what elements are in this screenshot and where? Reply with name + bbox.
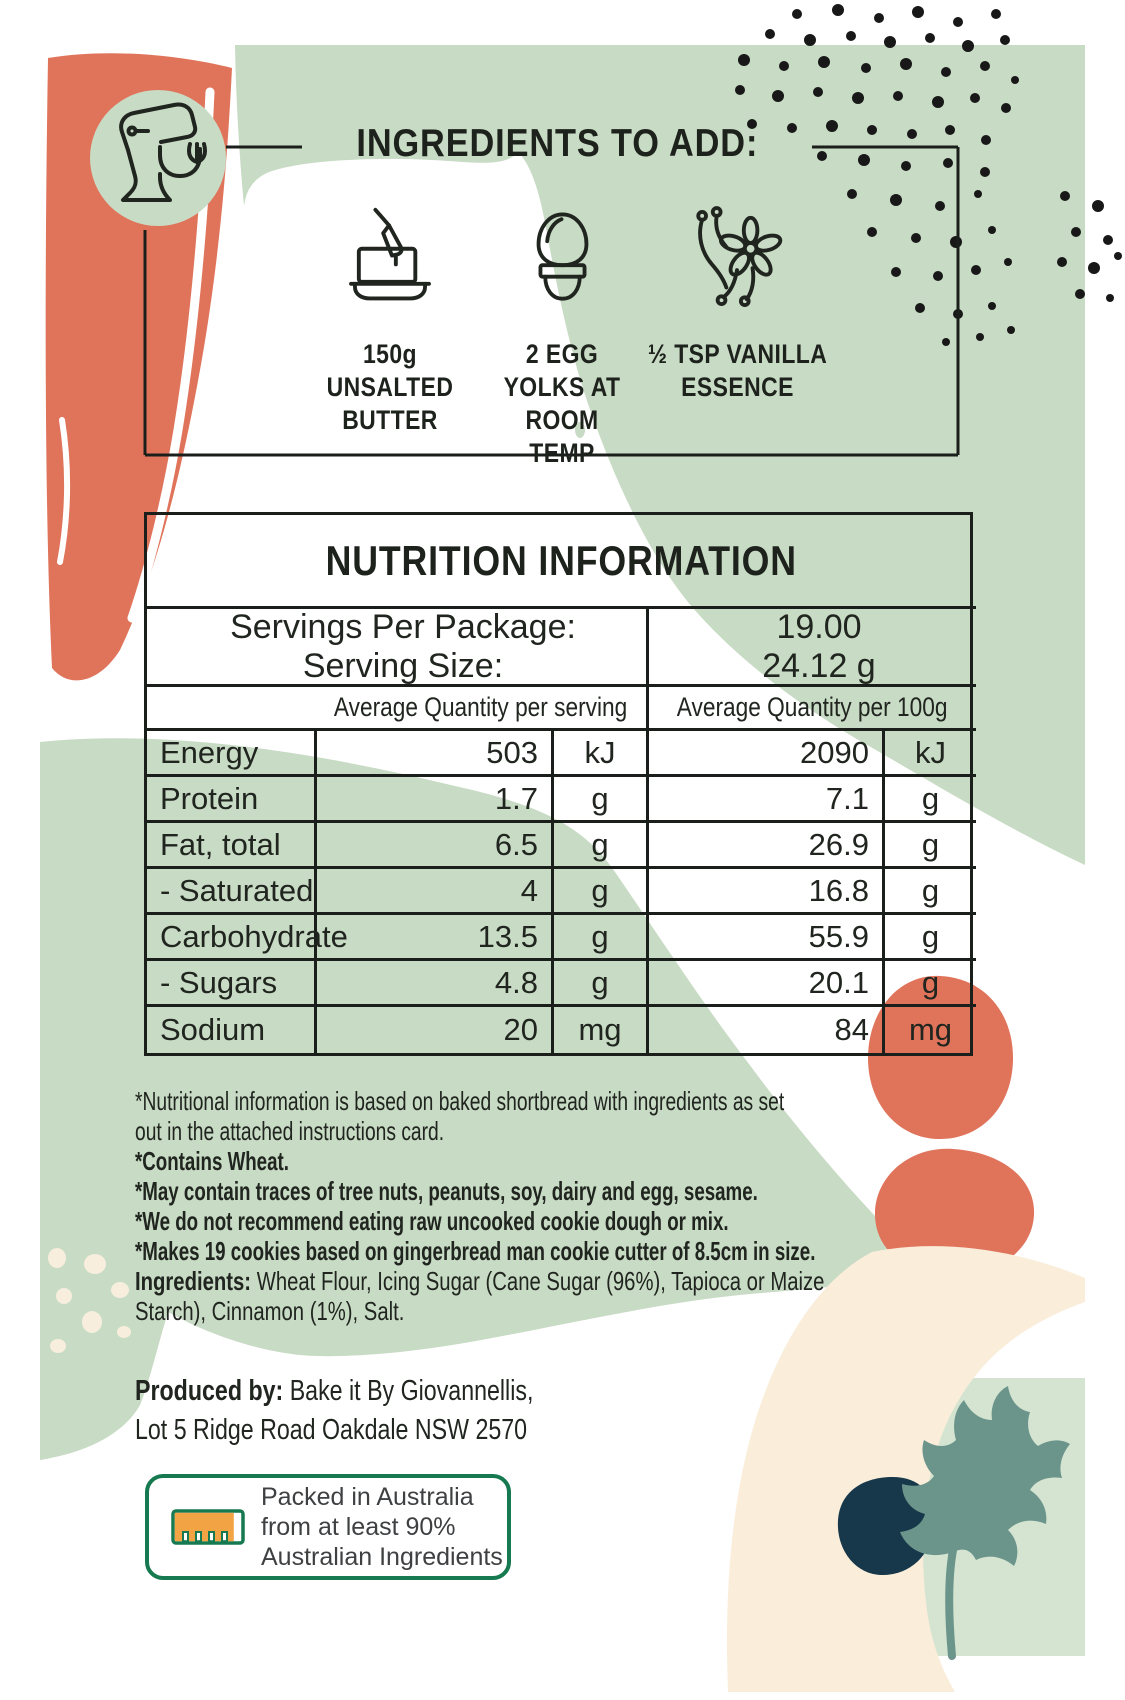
ingredient-label-vanilla: ½ TSP VANILLA ESSENCE xyxy=(648,339,828,402)
ingredient-item-vanilla: ½ TSP VANILLA ESSENCE xyxy=(628,202,848,404)
dots-pattern xyxy=(735,4,1122,346)
row-carbohydrate-100g-unit: g xyxy=(885,915,976,961)
row-fat-serving-unit: g xyxy=(554,823,649,869)
ingredient-label-butter: 150g UNSALTED BUTTER xyxy=(326,339,454,435)
ingredients-list-line1: Ingredients: Wheat Flour, Icing Sugar (C… xyxy=(135,1266,825,1296)
row-sodium-100g-unit: mg xyxy=(908,1012,953,1047)
row-fat-name: Fat, total xyxy=(147,823,317,869)
row-protein-serving-unit: g xyxy=(554,777,649,823)
column-header-per-serving: Average Quantity per serving xyxy=(147,687,649,731)
row-sugars-serving-unit: g xyxy=(554,961,649,1007)
servings-labels-cell: Servings Per Package: Serving Size: xyxy=(147,607,649,687)
row-fat-serving: 6.5 xyxy=(317,823,554,869)
row-fat-100g-unit: g xyxy=(885,823,976,869)
producer-line1: Produced by: Bake it By Giovannellis, xyxy=(135,1372,533,1411)
row-carbohydrate-100g: 55.9 xyxy=(649,915,885,961)
row-sodium-name: Sodium xyxy=(147,1007,317,1053)
row-sugars-serving: 4.8 xyxy=(317,961,554,1007)
australian-ingredients-text: Packed in Australia from at least 90% Au… xyxy=(261,1483,503,1571)
egg-cup-icon xyxy=(536,212,588,301)
australian-ingredients-badge: Packed in Australia from at least 90% Au… xyxy=(145,1474,511,1580)
producer-name: Bake it By Giovannellis, xyxy=(283,1375,534,1407)
servings-per-package-label: Servings Per Package: xyxy=(230,607,576,646)
row-energy-name: Energy xyxy=(147,731,317,777)
coral-blobs xyxy=(868,975,1035,1276)
row-energy-serving-unit: kJ xyxy=(554,731,649,777)
stand-mixer-icon xyxy=(119,102,208,202)
row-energy-serving: 503 xyxy=(317,731,554,777)
ingredient-label-egg: 2 EGG YOLKS AT ROOM TEMP xyxy=(503,339,621,468)
footnote-nutritional-basis-line1: *Nutritional information is based on bak… xyxy=(135,1086,785,1116)
australian-ingredients-bar-icon xyxy=(171,1509,245,1545)
producer-info: Produced by: Bake it By Giovannellis, Lo… xyxy=(135,1372,633,1450)
mixer-circle xyxy=(90,90,226,226)
serving-size-label: Serving Size: xyxy=(302,646,504,685)
butter-dish-icon xyxy=(349,207,431,301)
row-sodium-serving: 20 xyxy=(317,1007,554,1053)
servings-values-cell: 19.00 24.12 g xyxy=(649,607,976,687)
row-protein-100g: 7.1 xyxy=(649,777,885,823)
row-saturated-serving-unit: g xyxy=(554,869,649,915)
parsley-leaf-icon xyxy=(900,1386,1070,1660)
ingredients-list-line2: Starch), Cinnamon (1%), Salt. xyxy=(135,1296,405,1326)
row-protein-serving: 1.7 xyxy=(317,777,554,823)
row-saturated-name: - Saturated xyxy=(147,869,317,915)
ingredient-item-butter: 150g UNSALTED BUTTER xyxy=(280,202,500,437)
serving-size-value: 24.12 g xyxy=(762,646,876,685)
column-header-per-100g: Average Quantity per 100g xyxy=(649,687,976,731)
ingredients-title-text: INGREDIENTS TO ADD: xyxy=(356,122,759,165)
row-carbohydrate-name: Carbohydrate xyxy=(147,915,348,961)
row-saturated-serving: 4 xyxy=(317,869,554,915)
row-carbohydrate-serving: 13.5 xyxy=(317,915,554,961)
footnote-contains-wheat: *Contains Wheat. xyxy=(135,1146,289,1176)
footnotes: *Nutritional information is based on bak… xyxy=(135,1086,1080,1326)
row-sodium-serving-unit: mg xyxy=(554,1007,649,1053)
footnote-may-contain-traces: *May contain traces of tree nuts, peanut… xyxy=(135,1176,758,1206)
row-protein-name: Protein xyxy=(147,777,317,823)
row-sodium-100g: 84 xyxy=(649,1007,885,1053)
cream-arch xyxy=(726,1246,1085,1692)
row-sugars-name: - Sugars xyxy=(147,961,317,1007)
row-saturated-100g-unit: g xyxy=(885,869,976,915)
nutrition-information-table: NUTRITION INFORMATION Servings Per Packa… xyxy=(144,512,976,1056)
row-fat-100g: 26.9 xyxy=(649,823,885,869)
nutrition-table-title: NUTRITION INFORMATION xyxy=(147,515,976,609)
ingredients-list-label: Ingredients: xyxy=(135,1266,252,1296)
row-energy-100g: 2090 xyxy=(649,731,885,777)
ingredient-item-egg: 2 EGG YOLKS AT ROOM TEMP xyxy=(477,202,647,470)
vanilla-flower-icon xyxy=(696,206,783,307)
cream-dots xyxy=(48,1248,131,1353)
row-sugars-100g: 20.1 xyxy=(649,961,885,1007)
footnote-nutritional-basis-line2: out in the attached instructions card. xyxy=(135,1116,445,1146)
row-protein-100g-unit: g xyxy=(885,777,976,823)
row-energy-100g-unit: kJ xyxy=(885,731,976,777)
row-saturated-100g: 16.8 xyxy=(649,869,885,915)
producer-address: Lot 5 Ridge Road Oakdale NSW 2570 xyxy=(135,1414,528,1446)
ingredients-frame xyxy=(143,145,960,457)
ingredients-section-title: INGREDIENTS TO ADD: xyxy=(300,122,815,166)
row-sugars-100g-unit: g xyxy=(885,961,976,1007)
produced-by-label: Produced by: xyxy=(135,1375,284,1407)
row-carbohydrate-serving-unit: g xyxy=(554,915,649,961)
footnote-raw-dough-warning: *We do not recommend eating raw uncooked… xyxy=(135,1206,729,1236)
footnote-makes-19-cookies: *Makes 19 cookies based on gingerbread m… xyxy=(135,1236,816,1266)
servings-per-package-value: 19.00 xyxy=(776,607,862,646)
